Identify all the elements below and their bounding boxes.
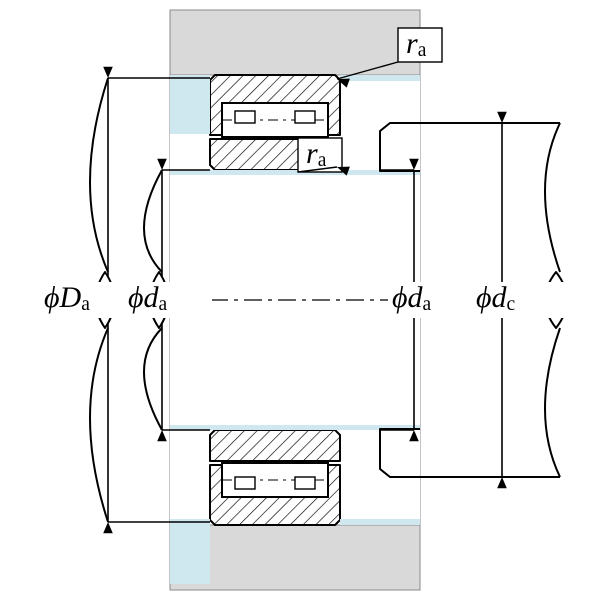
bearing-diagram: raraϕDaϕdaϕdaϕdc [0,0,600,600]
